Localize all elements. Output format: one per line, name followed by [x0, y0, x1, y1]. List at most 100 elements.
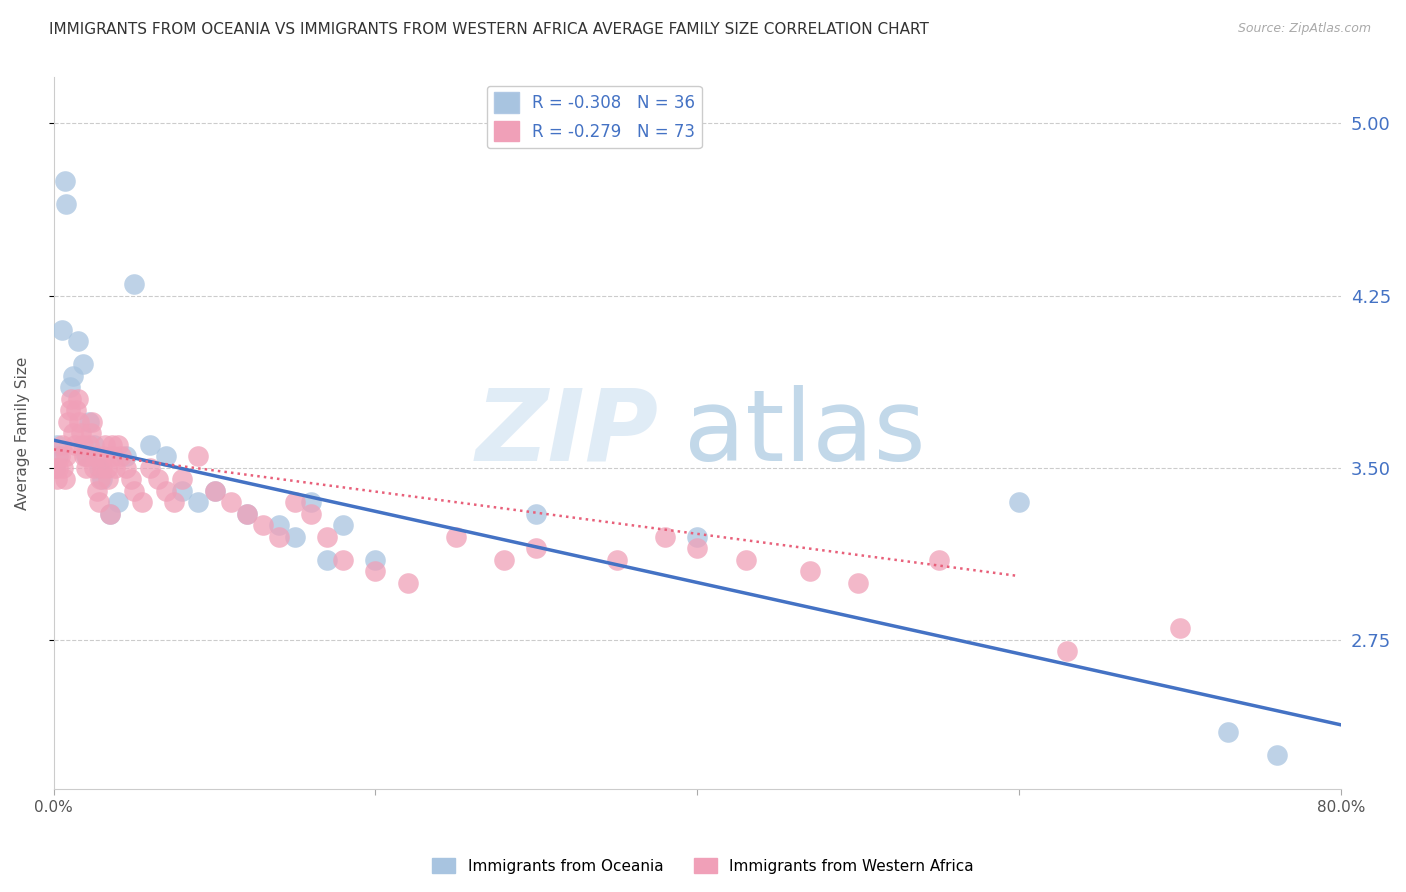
Point	[107, 495, 129, 509]
Point	[1265, 747, 1288, 762]
Point	[155, 483, 177, 498]
Point	[139, 438, 162, 452]
Point	[1218, 724, 1240, 739]
Point	[53, 472, 76, 486]
Point	[332, 552, 354, 566]
Point	[163, 495, 186, 509]
Point	[131, 495, 153, 509]
Point	[252, 518, 274, 533]
Point	[45, 472, 67, 486]
Point	[332, 518, 354, 533]
Point	[148, 472, 170, 486]
Point	[89, 472, 111, 486]
Point	[83, 460, 105, 475]
Point	[526, 507, 548, 521]
Point	[55, 196, 77, 211]
Point	[364, 552, 387, 566]
Point	[97, 472, 120, 486]
Point	[235, 507, 257, 521]
Point	[51, 323, 73, 337]
Point	[82, 415, 104, 429]
Point	[98, 507, 121, 521]
Point	[94, 438, 117, 452]
Point	[100, 438, 122, 452]
Point	[115, 460, 138, 475]
Point	[799, 564, 821, 578]
Point	[654, 530, 676, 544]
Point	[187, 495, 209, 509]
Point	[172, 472, 194, 486]
Point	[83, 438, 105, 452]
Point	[155, 449, 177, 463]
Point	[316, 552, 339, 566]
Point	[56, 415, 79, 429]
Point	[62, 368, 84, 383]
Point	[110, 449, 132, 463]
Point	[284, 530, 307, 544]
Point	[44, 460, 66, 475]
Point	[66, 392, 89, 406]
Point	[51, 438, 73, 452]
Point	[734, 552, 756, 566]
Point	[444, 530, 467, 544]
Point	[299, 507, 322, 521]
Point	[52, 460, 75, 475]
Legend: R = -0.308   N = 36, R = -0.279   N = 73: R = -0.308 N = 36, R = -0.279 N = 73	[486, 86, 702, 148]
Point	[75, 460, 97, 475]
Point	[139, 460, 162, 475]
Point	[606, 552, 628, 566]
Point	[63, 438, 86, 452]
Point	[122, 277, 145, 291]
Point	[928, 552, 950, 566]
Point	[77, 415, 100, 429]
Text: ZIP: ZIP	[475, 384, 658, 482]
Text: IMMIGRANTS FROM OCEANIA VS IMMIGRANTS FROM WESTERN AFRICA AVERAGE FAMILY SIZE CO: IMMIGRANTS FROM OCEANIA VS IMMIGRANTS FR…	[49, 22, 929, 37]
Point	[59, 380, 82, 394]
Point	[79, 426, 101, 441]
Point	[48, 449, 70, 463]
Point	[44, 460, 66, 475]
Text: Source: ZipAtlas.com: Source: ZipAtlas.com	[1237, 22, 1371, 36]
Point	[526, 541, 548, 555]
Point	[107, 438, 129, 452]
Point	[65, 403, 87, 417]
Point	[846, 575, 869, 590]
Point	[267, 530, 290, 544]
Point	[494, 552, 516, 566]
Point	[84, 449, 107, 463]
Point	[87, 460, 110, 475]
Point	[235, 507, 257, 521]
Point	[45, 438, 67, 452]
Text: atlas: atlas	[685, 384, 927, 482]
Point	[87, 495, 110, 509]
Point	[686, 541, 709, 555]
Point	[364, 564, 387, 578]
Point	[1008, 495, 1031, 509]
Y-axis label: Average Family Size: Average Family Size	[15, 357, 30, 510]
Point	[48, 460, 70, 475]
Point	[187, 449, 209, 463]
Point	[67, 415, 90, 429]
Point	[284, 495, 307, 509]
Point	[93, 449, 115, 463]
Point	[59, 403, 82, 417]
Point	[62, 426, 84, 441]
Point	[73, 449, 96, 463]
Point	[70, 426, 93, 441]
Point	[120, 472, 142, 486]
Point	[204, 483, 226, 498]
Point	[1168, 622, 1191, 636]
Point	[72, 438, 94, 452]
Legend: Immigrants from Oceania, Immigrants from Western Africa: Immigrants from Oceania, Immigrants from…	[426, 852, 980, 880]
Point	[172, 483, 194, 498]
Point	[77, 438, 100, 452]
Point	[101, 449, 124, 463]
Point	[76, 449, 98, 463]
Point	[104, 460, 127, 475]
Point	[60, 392, 83, 406]
Point	[75, 449, 97, 463]
Point	[98, 507, 121, 521]
Point	[299, 495, 322, 509]
Point	[267, 518, 290, 533]
Point	[53, 174, 76, 188]
